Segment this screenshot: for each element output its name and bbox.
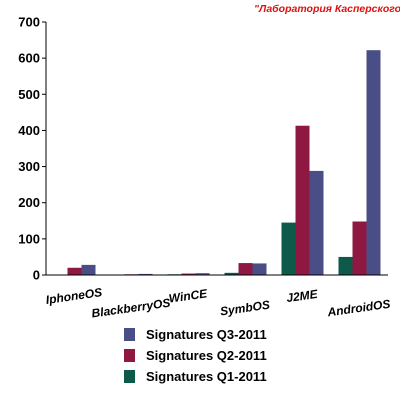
y-tick-label: 100 — [18, 231, 40, 246]
x-tick-label: WinCE — [168, 286, 209, 305]
y-axis: 0 100 200 300 400 500 600 700 — [18, 15, 46, 283]
x-tick-label: IphoneOS — [45, 285, 103, 307]
legend: Signatures Q3-2011 Signatures Q2-2011 Sign… — [124, 327, 267, 384]
bar-symbos-2 — [238, 263, 253, 275]
bars — [67, 50, 381, 275]
legend-label: Signatures Q3-2011 — [146, 327, 267, 342]
plot-area: 0 100 200 300 400 500 600 700 IphoneOSBlackberr… — [18, 15, 391, 321]
legend-swatch — [124, 349, 135, 362]
bar-j2me-3 — [309, 170, 324, 275]
y-tick-label: 600 — [18, 51, 40, 66]
y-tick-label: 700 — [18, 15, 40, 30]
legend-swatch — [124, 370, 135, 383]
bar-iphoneos-2 — [67, 267, 82, 275]
bar-androidos-3 — [366, 50, 381, 275]
source-label: "Лаборатория Касперского" — [254, 3, 400, 15]
bar-wince-3 — [195, 273, 210, 275]
y-tick-label: 300 — [18, 159, 40, 174]
bar-symbos-1 — [224, 272, 239, 275]
bar-blackberryos-3 — [138, 273, 153, 275]
x-tick-label: AndroidOS — [326, 297, 392, 320]
bar-wince-2 — [181, 273, 196, 275]
bar-androidos-2 — [352, 221, 367, 275]
x-tick-label: BlackberryOS — [91, 296, 172, 321]
y-tick-label: 0 — [33, 268, 40, 283]
bar-androidos-1 — [338, 256, 353, 275]
legend-label: Signatures Q1-2011 — [146, 369, 267, 384]
x-tick-label: SymbOS — [219, 298, 270, 319]
bar-symbos-3 — [252, 263, 267, 275]
legend-swatch — [124, 328, 135, 341]
bar-j2me-2 — [295, 125, 310, 275]
x-tick-label: J2ME — [285, 287, 319, 305]
y-tick-label: 200 — [18, 195, 40, 210]
bar-iphoneos-3 — [81, 264, 96, 275]
legend-label: Signatures Q2-2011 — [146, 348, 267, 363]
y-tick-label: 500 — [18, 87, 40, 102]
y-tick-label: 400 — [18, 123, 40, 138]
bar-j2me-1 — [281, 222, 296, 275]
